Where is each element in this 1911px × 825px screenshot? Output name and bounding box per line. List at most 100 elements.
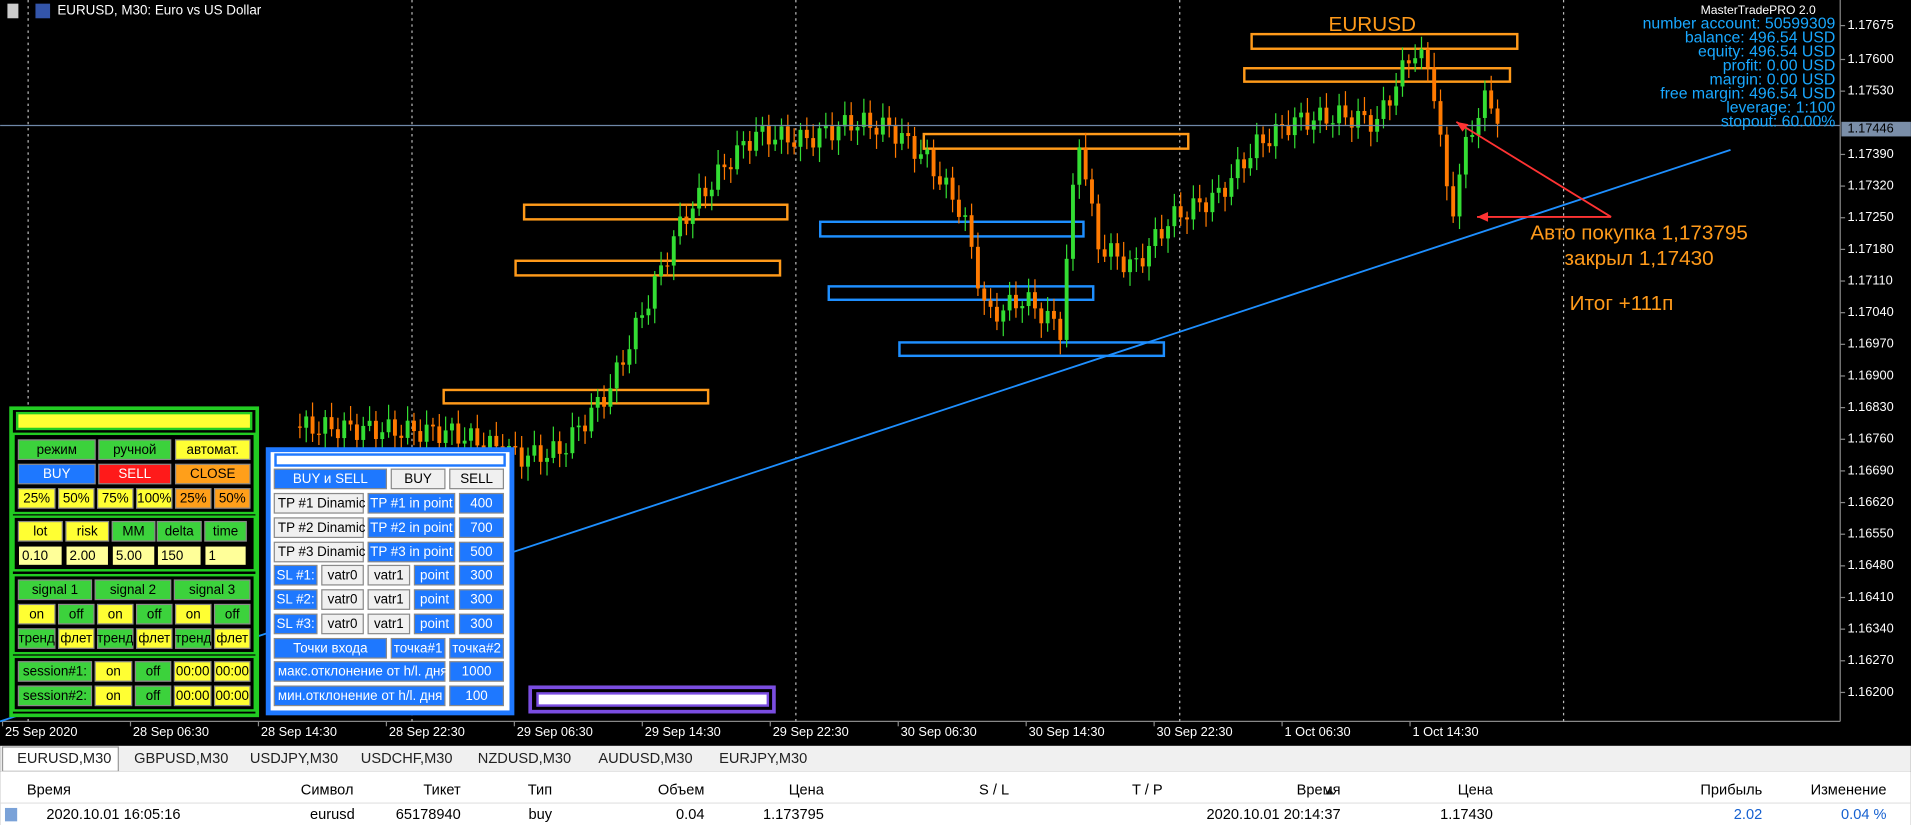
button[interactable] [96,628,134,649]
button-label[interactable]: SL #2: [277,592,315,607]
column-header[interactable]: T / P [1132,783,1163,799]
button[interactable] [173,661,212,682]
button-label[interactable]: vatr0 [328,616,358,631]
button-label[interactable]: vatr1 [374,616,404,631]
input-value[interactable]: 2.00 [70,548,96,563]
column-header[interactable]: Объем [658,783,705,799]
button-label[interactable]: session#2: [23,688,87,703]
column-header[interactable]: Прибыль [1700,783,1762,799]
button[interactable] [204,520,247,542]
button-label[interactable]: TP #3 Dinamic [278,544,366,559]
button[interactable] [173,579,251,601]
button[interactable] [449,685,505,707]
button[interactable] [213,603,251,625]
button[interactable] [458,613,505,635]
button-label[interactable]: тренд [97,631,133,646]
button[interactable] [273,492,364,514]
button-label[interactable]: point [420,592,449,607]
button[interactable] [273,468,388,490]
button[interactable] [134,661,172,682]
button-label[interactable]: off [146,688,161,703]
button[interactable] [173,685,212,707]
button-label[interactable]: on [29,606,44,621]
button-label[interactable]: on [106,688,121,703]
button-label[interactable]: точка#1 [394,640,443,655]
button-label[interactable]: 75% [102,491,129,506]
button[interactable] [94,661,133,682]
button-label[interactable]: TP #3 in point [370,544,453,559]
button-label[interactable]: макс.отклонение от h/l. дня [278,664,448,679]
tab-active[interactable] [1,746,119,772]
button[interactable] [135,628,173,649]
button[interactable] [458,541,505,563]
button-label[interactable]: lot [33,523,47,538]
button-label[interactable]: vatr0 [328,567,358,582]
button-label[interactable]: session#1: [23,664,87,679]
column-header[interactable]: Время [27,783,71,799]
button-label[interactable]: 00:00 [176,688,210,703]
column-header[interactable]: Тикет [423,783,461,799]
button-label[interactable]: 00:00 [215,664,249,679]
button-label[interactable]: CLOSE [190,466,235,481]
tab[interactable]: NZDUSD,M30 [478,751,571,767]
button-label[interactable]: off [225,606,240,621]
button-label[interactable]: off [146,664,161,679]
button-label[interactable]: BUY и SELL [293,471,368,486]
button-label[interactable]: TP #2 Dinamic [278,520,366,535]
button[interactable] [135,603,173,625]
button[interactable] [367,541,456,563]
button[interactable] [273,517,364,539]
button[interactable] [458,517,505,539]
button[interactable] [413,589,456,610]
button[interactable] [458,492,505,514]
input-field[interactable] [156,545,202,567]
button[interactable] [367,589,411,610]
button[interactable] [273,564,318,586]
button-label[interactable]: Точки входа [293,640,368,655]
button[interactable] [135,488,173,509]
button[interactable] [273,685,446,707]
button[interactable] [213,628,251,649]
button[interactable] [321,613,364,635]
button-label[interactable]: delta [165,523,195,538]
button[interactable] [174,603,212,625]
button-label[interactable]: 100 [465,688,487,703]
button-label[interactable]: BUY [43,466,71,481]
button-label[interactable]: TP #1 in point [370,495,453,510]
tab[interactable]: EURJPY,M30 [719,751,807,767]
input-field[interactable] [204,545,247,567]
button[interactable] [449,468,505,490]
button[interactable] [174,463,251,485]
button[interactable] [367,564,411,586]
button-label[interactable]: тренд [19,631,55,646]
button[interactable] [213,685,251,707]
button-label[interactable]: 100% [137,491,171,506]
button-label[interactable]: risk [77,523,98,538]
button[interactable] [273,541,364,563]
input-value[interactable]: 5.00 [116,548,142,563]
button[interactable] [57,628,95,649]
button-label[interactable]: signal 1 [32,582,78,597]
input-value[interactable]: 0.10 [22,548,48,563]
button-label[interactable]: автомат. [187,442,239,457]
button[interactable] [17,628,56,649]
button-label[interactable]: ручной [113,442,156,457]
button[interactable] [96,603,134,625]
column-header[interactable]: Цена [789,783,825,799]
button-label[interactable]: BUY [404,471,432,486]
button[interactable] [449,661,505,682]
button[interactable] [57,603,95,625]
button[interactable] [273,613,318,635]
button[interactable] [156,520,202,542]
input-value[interactable]: 150 [161,548,183,563]
button[interactable] [174,439,251,461]
button-label[interactable]: точка#2 [452,640,501,655]
button-label[interactable]: 50% [63,491,90,506]
button[interactable] [458,589,505,610]
button[interactable] [413,613,456,635]
button-label[interactable]: мин.отклонение от h/l. дня [278,688,442,703]
column-header[interactable]: Символ [301,783,354,799]
button[interactable] [367,613,411,635]
button[interactable] [17,463,96,485]
button-label[interactable]: 00:00 [176,664,210,679]
